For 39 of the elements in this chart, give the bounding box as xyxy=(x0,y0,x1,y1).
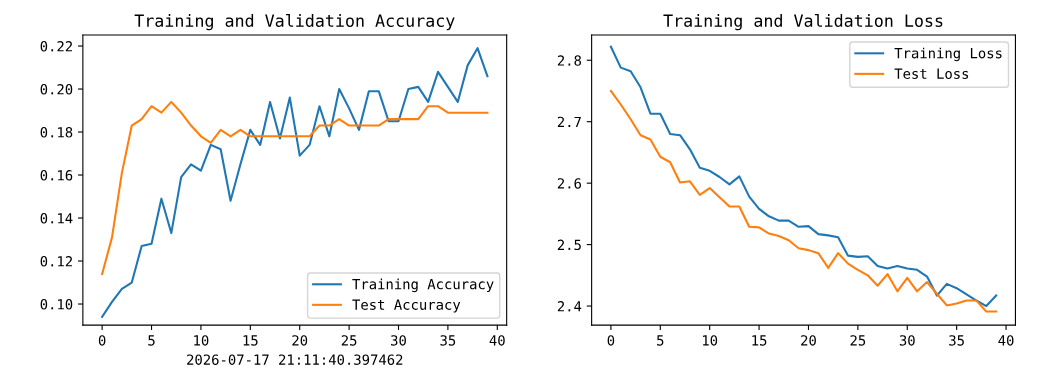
x-tick-label: 10 xyxy=(194,335,209,346)
y-tick-label: 0.14 xyxy=(40,213,73,224)
y-tick-label: 2.8 xyxy=(557,55,582,66)
x-tick-label: 10 xyxy=(702,335,718,346)
x-tick-label: 40 xyxy=(998,335,1014,346)
y-tick-label: 0.10 xyxy=(40,299,73,310)
x-tick-label: 25 xyxy=(850,335,866,346)
y-tick-label: 0.18 xyxy=(40,127,73,138)
x-tick-label: 20 xyxy=(292,335,308,346)
x-tick-label: 30 xyxy=(391,335,406,346)
x-tick-label: 5 xyxy=(657,335,664,346)
y-tick-label: 2.5 xyxy=(557,239,581,251)
y-tick-label: 0.22 xyxy=(40,41,72,52)
chart-title: Training and Validation Loss xyxy=(663,13,943,31)
line-series xyxy=(609,89,998,313)
text: 2026-07-17 21:11:40.397462 xyxy=(187,354,403,365)
legend-label: Training Loss xyxy=(894,47,1002,62)
x-tick-label: 30 xyxy=(899,335,915,346)
x-tick-label: 20 xyxy=(801,335,816,346)
legend-label: Training Accuracy xyxy=(352,278,494,293)
line-series xyxy=(101,100,489,275)
x-tick-label: 0 xyxy=(98,335,106,346)
x-tick-label: 15 xyxy=(752,335,767,346)
x-tick-label: 0 xyxy=(607,335,615,346)
x-tick-label: 35 xyxy=(949,335,964,346)
y-tick-label: 0.16 xyxy=(40,170,73,181)
y-tick-label: 2.6 xyxy=(557,178,582,189)
x-tick-label: 25 xyxy=(341,335,357,346)
chart-title: Training and Validation Accuracy xyxy=(134,13,455,31)
legend-label: Test Accuracy xyxy=(352,299,461,313)
x-tick-label: 35 xyxy=(440,335,456,346)
y-tick-label: 2.4 xyxy=(557,301,582,312)
x-tick-label: 40 xyxy=(489,335,505,346)
y-tick-label: 2.7 xyxy=(557,116,581,128)
x-tick-label: 15 xyxy=(243,335,258,346)
x-tick-label: 5 xyxy=(148,335,155,346)
y-tick-label: 0.20 xyxy=(40,84,73,95)
legend-label: Test Loss xyxy=(894,68,969,79)
y-tick-label: 0.12 xyxy=(40,256,72,267)
